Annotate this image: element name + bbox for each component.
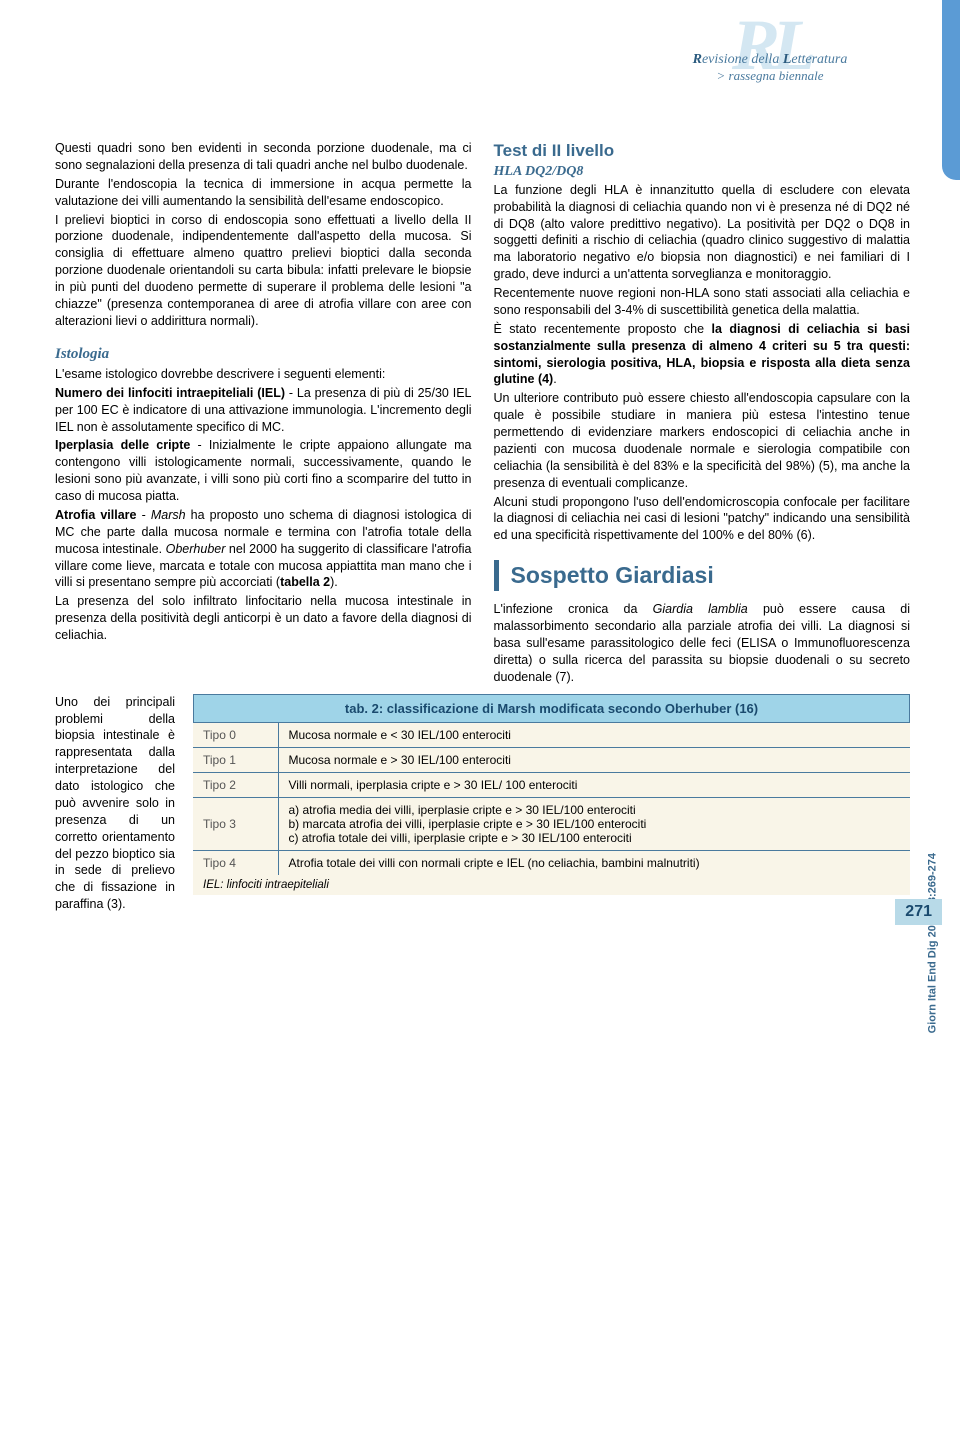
test-heading: Test di II livello (494, 140, 911, 163)
giardiasi-heading: Sospetto Giardiasi (494, 560, 911, 591)
para: Atrofia villare - Marsh ha proposto uno … (55, 507, 472, 591)
para: Questi quadri sono ben evidenti in secon… (55, 140, 472, 174)
term: Iperplasia delle cripte (55, 438, 190, 452)
type-cell: Tipo 0 (193, 723, 278, 748)
test-sub: HLA DQ2/DQ8 (494, 163, 911, 182)
desc-cell: Villi normali, iperplasia cripte e > 30 … (278, 772, 910, 797)
type-cell: Tipo 2 (193, 772, 278, 797)
type-cell: Tipo 4 (193, 850, 278, 875)
text: L'infezione cronica da (494, 602, 653, 616)
table-footnote: IEL: linfociti intraepiteliali (193, 875, 910, 895)
para: La funzione degli HLA è innanzitutto que… (494, 182, 911, 283)
text: È stato recentemente proposto che (494, 322, 712, 336)
logo-end: etteratura (791, 52, 847, 67)
para: Durante l'endoscopia la tecnica di immer… (55, 176, 472, 210)
desc-cell: Atrofia totale dei villi con normali cri… (278, 850, 910, 875)
page-number: 271 (895, 899, 942, 925)
table-row: Tipo 1Mucosa normale e > 30 IEL/100 ente… (193, 747, 910, 772)
page: RL Revisione della Letteratura > rassegn… (0, 0, 960, 943)
term: Numero dei linfociti intraepiteliali (IE… (55, 386, 285, 400)
table-title: tab. 2: classificazione di Marsh modific… (193, 694, 910, 723)
logo-mid: evisione della (702, 52, 783, 67)
content-columns: Questi quadri sono ben evidenti in secon… (55, 140, 910, 688)
right-column: Test di II livello HLA DQ2/DQ8 La funzio… (494, 140, 911, 688)
left-column: Questi quadri sono ben evidenti in secon… (55, 140, 472, 688)
citation: Giorn Ital End Dig 2010;33:269-274 (926, 853, 938, 1033)
para: Un ulteriore contributo può essere chies… (494, 390, 911, 491)
corner-decoration (942, 0, 960, 180)
para: I prelievi bioptici in corso di endoscop… (55, 212, 472, 330)
para: È stato recentemente proposto che la dia… (494, 321, 911, 389)
istologia-heading: Istologia (55, 344, 472, 364)
para: L'esame istologico dovrebbe descrivere i… (55, 366, 472, 383)
type-cell: Tipo 1 (193, 747, 278, 772)
para: La presenza del solo infiltrato linfocit… (55, 593, 472, 644)
author: Marsh (151, 508, 186, 522)
narrow-column: Uno dei principali problemi della biopsi… (55, 694, 175, 913)
table-body: Tipo 0Mucosa normale e < 30 IEL/100 ente… (193, 723, 910, 875)
bottom-area: Uno dei principali problemi della biopsi… (55, 694, 910, 913)
text: - (137, 508, 151, 522)
desc-cell: Mucosa normale e < 30 IEL/100 enterociti (278, 723, 910, 748)
logo-line1: Revisione della Letteratura (645, 52, 895, 68)
table-wrap: tab. 2: classificazione di Marsh modific… (193, 694, 910, 913)
para: Iperplasia delle cripte - Inizialmente l… (55, 437, 472, 505)
logo-sub: > rassegna biennale (645, 68, 895, 84)
type-cell: Tipo 3 (193, 797, 278, 850)
text: . (553, 372, 556, 386)
logo-r: R (693, 52, 702, 67)
para: Numero dei linfociti intraepiteliali (IE… (55, 385, 472, 436)
table-row: Tipo 2Villi normali, iperplasia cripte e… (193, 772, 910, 797)
table-row: Tipo 3a) atrofia media dei villi, iperpl… (193, 797, 910, 850)
para: L'infezione cronica da Giardia lamblia p… (494, 601, 911, 685)
desc-cell: Mucosa normale e > 30 IEL/100 enterociti (278, 747, 910, 772)
species: Giardia lamblia (653, 602, 748, 616)
author: Oberhuber (166, 542, 226, 556)
text: ). (330, 575, 338, 589)
marsh-table: Tipo 0Mucosa normale e < 30 IEL/100 ente… (193, 723, 910, 875)
desc-cell: a) atrofia media dei villi, iperplasie c… (278, 797, 910, 850)
para: Recentemente nuove regioni non-HLA sono … (494, 285, 911, 319)
para: Alcuni studi propongono l'uso dell'endom… (494, 494, 911, 545)
header-logo: RL Revisione della Letteratura > rassegn… (645, 20, 895, 84)
table-row: Tipo 0Mucosa normale e < 30 IEL/100 ente… (193, 723, 910, 748)
table-row: Tipo 4Atrofia totale dei villi con norma… (193, 850, 910, 875)
term: Atrofia villare (55, 508, 137, 522)
ref: tabella 2 (280, 575, 330, 589)
